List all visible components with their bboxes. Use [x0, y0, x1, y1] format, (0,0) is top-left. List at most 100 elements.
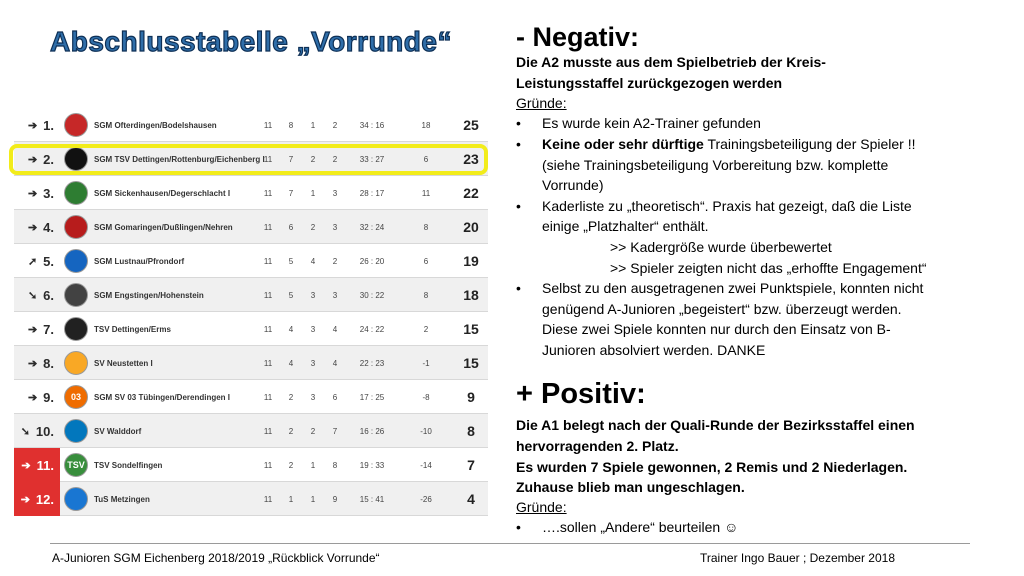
team-logo: TSV: [64, 453, 88, 477]
team-logo: [64, 215, 88, 239]
negative-bullet-2-line-3: Vorrunde): [542, 177, 604, 193]
bullet-text: Es wurde kein A2-Trainer gefunden: [542, 115, 761, 131]
team-name: TuS Metzingen: [94, 494, 150, 504]
stat-u: 1: [310, 460, 316, 470]
stat-sp: 11: [263, 324, 273, 334]
bullet-text: ….sollen „Andere“ beurteilen ☺: [542, 519, 739, 535]
stat-diff: 8: [423, 222, 429, 232]
team-name: SGM Sickenhausen/Degerschlacht I: [94, 188, 231, 198]
stat-u: 2: [310, 154, 316, 164]
trend-arrow-icon: ➘: [20, 425, 30, 438]
stat-u: 3: [310, 324, 316, 334]
positive-line-3: Es wurden 7 Spiele gewonnen, 2 Remis und…: [516, 459, 908, 475]
table-row: ➔ 4. SGM Gomaringen/Dußlingen/Nehren 11 6 2 3 3…: [14, 210, 488, 244]
stat-diff: 18: [421, 120, 431, 130]
stat-g: 4: [288, 358, 294, 368]
rank-number: 10.: [35, 423, 54, 439]
negative-sub-1: >> Kadergröße wurde überbewertet: [610, 239, 832, 255]
stat-v: 4: [332, 324, 338, 334]
team-logo: [64, 113, 88, 137]
bullet-dot: •: [516, 115, 521, 131]
trend-arrow-icon: ➔: [27, 153, 38, 166]
team-name: TSV Sondelfingen: [94, 460, 163, 470]
bullet-bold-text: Keine oder sehr dürftige: [542, 136, 704, 152]
negative-bullet-2-line-2: (siehe Trainingsbeteiligung Vorbereitung…: [542, 157, 889, 173]
stat-g: 8: [288, 120, 294, 130]
table-row: ➔ 1. SGM Ofterdingen/Bodelshausen 11 8 1 2 34 :…: [14, 108, 488, 142]
stat-g: 4: [288, 324, 294, 334]
rank-number: 5.: [43, 253, 54, 269]
team-logo: [64, 419, 88, 443]
points: 23: [463, 151, 479, 167]
slide-title: Abschlusstabelle „Vorrunde“: [49, 25, 452, 57]
table-row: ➚ 5. SGM Lustnau/Pfrondorf 11 5 4 2 26 : 20 6 19: [14, 244, 488, 278]
positive-line-4: Zuhause blieb man ungeschlagen.: [516, 479, 745, 495]
stat-sp: 11: [263, 222, 273, 232]
negative-bullet-4-line-4: Junioren absolviert werden. DANKE: [542, 342, 766, 358]
stat-sp: 11: [263, 188, 273, 198]
team-logo-text: 03: [70, 392, 81, 402]
points: 25: [463, 117, 479, 133]
positive-heading: + Positiv:: [516, 378, 646, 410]
table-row: ➘ 6. SGM Engstingen/Hohenstein 11 5 3 3 30 : 22…: [14, 278, 488, 312]
stat-diff: 6: [423, 154, 429, 164]
table-row: ➔ 11. TSV TSV Sondelfingen 11 2 1 8 19 : 33 -14 7: [14, 448, 488, 482]
stat-v: 4: [332, 358, 338, 368]
stat-goals: 28 : 17: [359, 188, 385, 198]
bullet-dot: •: [516, 136, 521, 152]
rank-cell: ➔ 11.: [14, 448, 60, 482]
stat-u: 1: [310, 188, 316, 198]
stat-u: 3: [310, 358, 316, 368]
points: 9: [467, 389, 475, 405]
stat-goals: 33 : 27: [359, 154, 385, 164]
team-name: SGM TSV Dettingen/Rottenburg/Eichenberg …: [94, 154, 265, 164]
points: 15: [463, 355, 479, 371]
negative-sub-2: >> Spieler zeigten nicht das „erhoffte E…: [610, 260, 927, 276]
points: 15: [463, 321, 479, 337]
table-row: ➘ 10. SV Walddorf 11 2 2 7 16 : 26 -10 8: [14, 414, 488, 448]
stat-goals: 30 : 22: [359, 290, 385, 300]
stat-g: 6: [288, 222, 294, 232]
stat-goals: 24 : 22: [359, 324, 385, 334]
stat-goals: 17 : 25: [359, 392, 385, 402]
rank-cell: ➘ 10.: [14, 414, 60, 448]
team-name: SGM Ofterdingen/Bodelshausen: [94, 120, 217, 130]
team-name: SGM SV 03 Tübingen/Derendingen I: [94, 392, 231, 402]
points: 18: [463, 287, 479, 303]
trend-arrow-icon: ➔: [27, 323, 38, 336]
stat-sp: 11: [263, 392, 273, 402]
stat-goals: 34 : 16: [359, 120, 385, 130]
rank-number: 6.: [43, 287, 54, 303]
points: 20: [463, 219, 479, 235]
stat-sp: 11: [263, 290, 273, 300]
stat-g: 7: [288, 154, 294, 164]
stat-diff: 11: [421, 188, 431, 198]
trend-arrow-icon: ➘: [27, 289, 38, 302]
points: 8: [467, 423, 475, 439]
team-logo: [64, 317, 88, 341]
trend-arrow-icon: ➔: [27, 187, 38, 200]
stat-diff: -14: [420, 460, 432, 470]
team-logo: 03: [64, 385, 88, 409]
stat-goals: 16 : 26: [359, 426, 385, 436]
stat-g: 2: [288, 392, 294, 402]
stat-u: 3: [310, 392, 316, 402]
team-logo: [64, 487, 88, 511]
highlight-box: [9, 144, 488, 175]
stat-goals: 26 : 20: [359, 256, 385, 266]
rank-cell: ➔ 4.: [14, 210, 60, 244]
rank-cell: ➔ 9.: [14, 380, 60, 414]
negative-bullet-4-line-2: genügend A-Junioren „begeistert“ bzw. üb…: [542, 301, 902, 317]
positive-reasons-label: Gründe:: [516, 499, 567, 515]
stat-g: 7: [288, 188, 294, 198]
stat-sp: 11: [263, 120, 273, 130]
rank-number: 7.: [43, 321, 54, 337]
rank-number: 8.: [43, 355, 54, 371]
rank-cell: ➔ 7.: [14, 312, 60, 346]
bullet-dot: •: [516, 198, 521, 214]
stat-sp: 11: [263, 460, 273, 470]
stat-v: 2: [332, 256, 338, 266]
rank-cell: ➘ 6.: [14, 278, 60, 312]
team-name: SV Neustetten I: [94, 358, 153, 368]
trend-arrow-icon: ➔: [27, 119, 38, 132]
